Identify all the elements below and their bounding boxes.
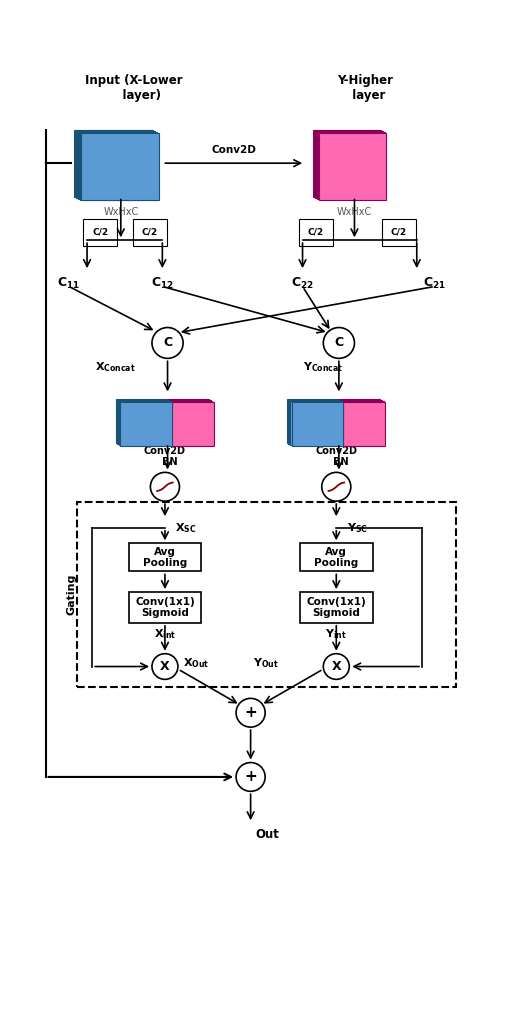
FancyBboxPatch shape bbox=[80, 133, 158, 200]
FancyBboxPatch shape bbox=[314, 130, 381, 197]
Circle shape bbox=[152, 654, 178, 680]
FancyBboxPatch shape bbox=[289, 401, 341, 444]
Text: C/2: C/2 bbox=[92, 228, 109, 237]
Circle shape bbox=[236, 698, 265, 727]
Text: Conv(1x1)
Sigmoid: Conv(1x1) Sigmoid bbox=[306, 596, 366, 618]
Text: $\mathbf{X_{int}}$: $\mathbf{X_{int}}$ bbox=[154, 627, 176, 641]
Text: C: C bbox=[334, 337, 343, 349]
Text: C/2: C/2 bbox=[308, 228, 324, 237]
Circle shape bbox=[323, 654, 349, 680]
Text: Conv2D
   BN: Conv2D BN bbox=[144, 446, 186, 468]
FancyBboxPatch shape bbox=[75, 131, 153, 197]
Text: $\mathbf{X_{Concat}}$: $\mathbf{X_{Concat}}$ bbox=[96, 359, 136, 374]
FancyBboxPatch shape bbox=[80, 134, 159, 200]
FancyBboxPatch shape bbox=[128, 543, 201, 572]
FancyBboxPatch shape bbox=[128, 592, 201, 623]
FancyBboxPatch shape bbox=[118, 401, 169, 444]
FancyBboxPatch shape bbox=[172, 402, 213, 446]
FancyBboxPatch shape bbox=[170, 401, 212, 445]
FancyBboxPatch shape bbox=[292, 402, 343, 446]
Text: +: + bbox=[244, 706, 257, 720]
Text: WxHxC: WxHxC bbox=[337, 207, 372, 217]
Text: $\mathbf{Y_{Out}}$: $\mathbf{Y_{Out}}$ bbox=[253, 656, 279, 670]
Circle shape bbox=[323, 328, 354, 358]
Text: $\mathbf{Y_{Concat}}$: $\mathbf{Y_{Concat}}$ bbox=[303, 359, 343, 374]
Text: +: + bbox=[244, 769, 257, 785]
Text: $\mathbf{C_{11}}$: $\mathbf{C_{11}}$ bbox=[57, 276, 80, 291]
Text: $\mathbf{X_{SC}}$: $\mathbf{X_{SC}}$ bbox=[175, 521, 197, 535]
Text: Avg
Pooling: Avg Pooling bbox=[143, 547, 187, 569]
Text: $\mathbf{Y_{int}}$: $\mathbf{Y_{int}}$ bbox=[325, 627, 347, 641]
FancyBboxPatch shape bbox=[77, 132, 155, 198]
FancyBboxPatch shape bbox=[315, 131, 382, 198]
Text: Input (X-Lower
    layer): Input (X-Lower layer) bbox=[85, 73, 183, 102]
FancyBboxPatch shape bbox=[287, 400, 338, 443]
FancyBboxPatch shape bbox=[288, 400, 339, 444]
FancyBboxPatch shape bbox=[74, 130, 152, 197]
FancyBboxPatch shape bbox=[300, 592, 373, 623]
FancyBboxPatch shape bbox=[318, 133, 385, 199]
Text: Y-Higher
  layer: Y-Higher layer bbox=[337, 73, 393, 102]
Text: WxHxC: WxHxC bbox=[103, 207, 138, 217]
FancyBboxPatch shape bbox=[167, 400, 209, 443]
Text: Conv2D: Conv2D bbox=[211, 145, 256, 156]
FancyBboxPatch shape bbox=[120, 402, 172, 446]
Circle shape bbox=[236, 762, 265, 791]
FancyBboxPatch shape bbox=[341, 401, 384, 445]
FancyBboxPatch shape bbox=[79, 133, 157, 199]
Text: X: X bbox=[160, 660, 170, 673]
Text: $\mathbf{Y_{SC}}$: $\mathbf{Y_{SC}}$ bbox=[347, 521, 367, 535]
Text: Out: Out bbox=[256, 828, 280, 842]
FancyBboxPatch shape bbox=[76, 131, 154, 198]
FancyBboxPatch shape bbox=[315, 131, 383, 198]
FancyBboxPatch shape bbox=[343, 402, 385, 446]
FancyBboxPatch shape bbox=[119, 402, 171, 445]
Text: C/2: C/2 bbox=[141, 228, 158, 237]
FancyBboxPatch shape bbox=[117, 400, 168, 444]
Text: $\mathbf{C_{21}}$: $\mathbf{C_{21}}$ bbox=[423, 276, 446, 291]
Circle shape bbox=[152, 328, 183, 358]
Text: Avg
Pooling: Avg Pooling bbox=[314, 547, 359, 569]
FancyBboxPatch shape bbox=[78, 132, 156, 199]
Text: C/2: C/2 bbox=[391, 228, 407, 237]
Text: $\mathbf{C_{12}}$: $\mathbf{C_{12}}$ bbox=[151, 276, 174, 291]
Circle shape bbox=[150, 473, 180, 502]
Text: $\mathbf{C_{22}}$: $\mathbf{C_{22}}$ bbox=[291, 276, 314, 291]
FancyBboxPatch shape bbox=[290, 402, 342, 445]
FancyBboxPatch shape bbox=[318, 133, 386, 200]
Circle shape bbox=[322, 473, 351, 502]
Text: X: X bbox=[331, 660, 341, 673]
FancyBboxPatch shape bbox=[317, 132, 384, 199]
Text: $\mathbf{X_{Out}}$: $\mathbf{X_{Out}}$ bbox=[183, 656, 209, 670]
FancyBboxPatch shape bbox=[115, 400, 167, 443]
Text: Conv2D
   BN: Conv2D BN bbox=[315, 446, 357, 468]
Text: Gating: Gating bbox=[66, 574, 77, 615]
FancyBboxPatch shape bbox=[313, 130, 381, 197]
FancyBboxPatch shape bbox=[169, 401, 211, 444]
FancyBboxPatch shape bbox=[316, 132, 384, 199]
FancyBboxPatch shape bbox=[300, 543, 373, 572]
FancyBboxPatch shape bbox=[338, 400, 381, 443]
Text: Conv(1x1)
Sigmoid: Conv(1x1) Sigmoid bbox=[135, 596, 195, 618]
Text: C: C bbox=[163, 337, 172, 349]
FancyBboxPatch shape bbox=[340, 401, 382, 444]
